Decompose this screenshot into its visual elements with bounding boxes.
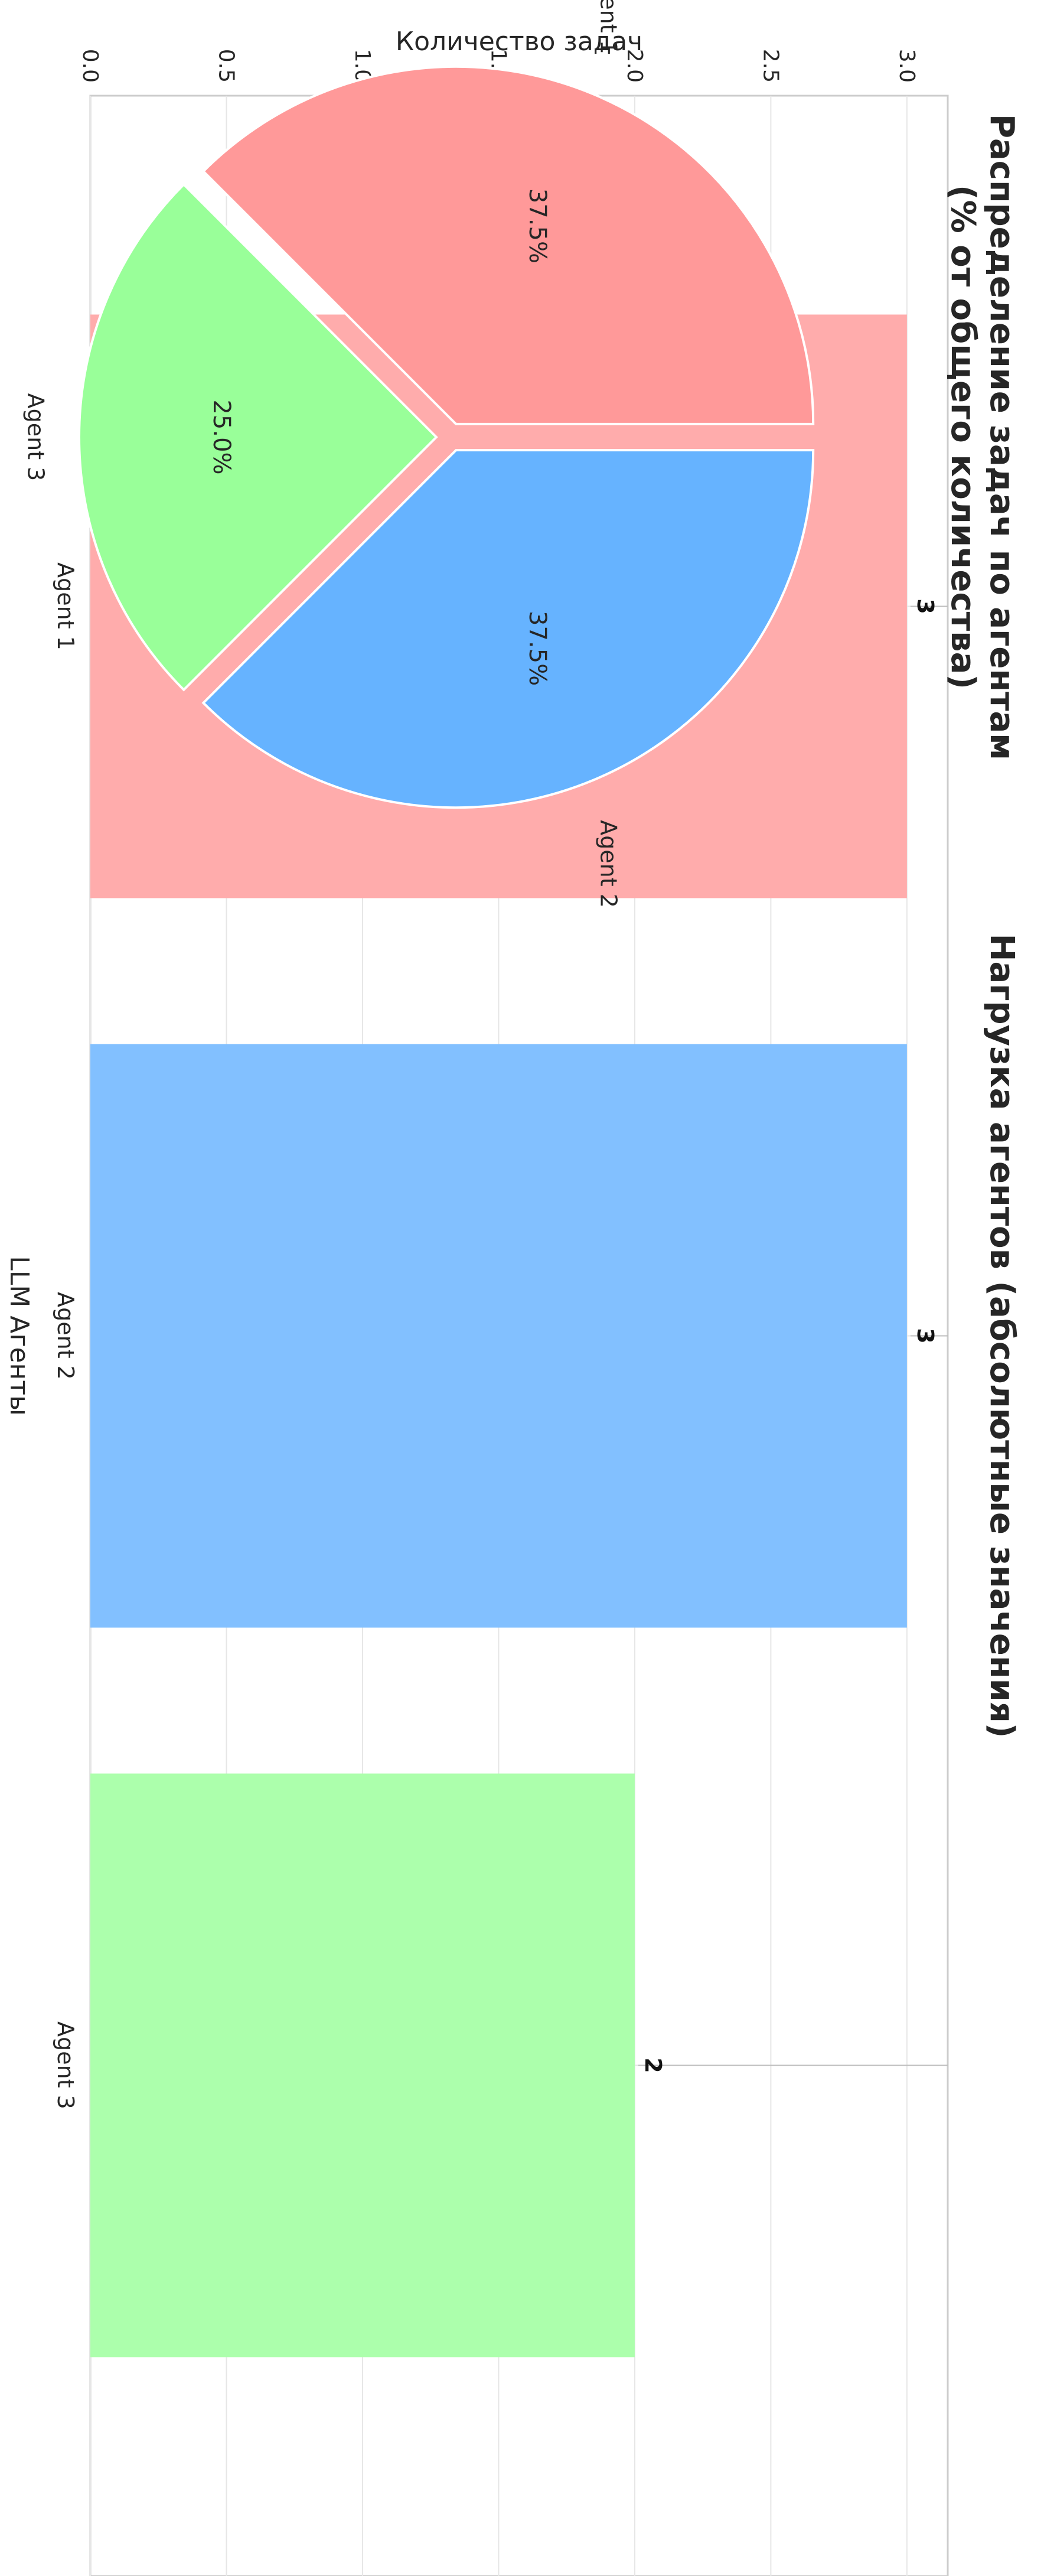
y-tick-label: 2.0	[622, 49, 647, 83]
bar-3	[90, 1773, 635, 2357]
pie-percent-label: 37.5%	[524, 188, 551, 263]
x-tick-label: Agent 1	[53, 562, 79, 650]
pie-chart: 37.5% Agent 1 25.0% Agent 3 37.5% Agent 2 Расп…	[22, 0, 1021, 908]
pie-slice-label: Agent 3	[22, 393, 48, 481]
pie-slice-2	[78, 183, 438, 692]
pie-chart-title: (% от общего количества)	[944, 185, 982, 689]
y-axis-label: Количество задач	[396, 27, 642, 57]
x-tick-label: Agent 3	[53, 2021, 79, 2109]
bar-chart-title: Нагрузка агентов (абсолютные значения)	[983, 934, 1021, 1738]
y-tick-label: 0.0	[78, 49, 102, 83]
pie-chart-title: Распределение задач по агентам	[983, 114, 1021, 760]
pie-text-layer: 37.5% Agent 1 25.0% Agent 3 37.5% Agent 2 Расп…	[22, 0, 1021, 908]
pie-slice-3	[201, 449, 815, 809]
x-axis-label: LLM Агенты	[4, 1256, 34, 1415]
pie-slice-1	[201, 65, 815, 425]
pie-slice-label: Agent 2	[595, 820, 621, 908]
bar-value-label: 3	[912, 1328, 938, 1343]
y-tick-label: 3.0	[895, 49, 919, 83]
y-tick-label: 2.5	[758, 49, 782, 83]
pie-slice-label: Agent 1	[595, 0, 621, 54]
pie-percent-label: 25.0%	[208, 399, 235, 474]
pie-percent-label: 37.5%	[524, 611, 551, 686]
pie-slices	[78, 65, 815, 809]
y-tick-label: 0.5	[214, 49, 238, 83]
bar-value-label: 2	[640, 2057, 666, 2073]
bar-2	[90, 1044, 907, 1628]
bar-value-label: 3	[912, 598, 938, 614]
x-tick-label: Agent 2	[53, 1292, 79, 1380]
